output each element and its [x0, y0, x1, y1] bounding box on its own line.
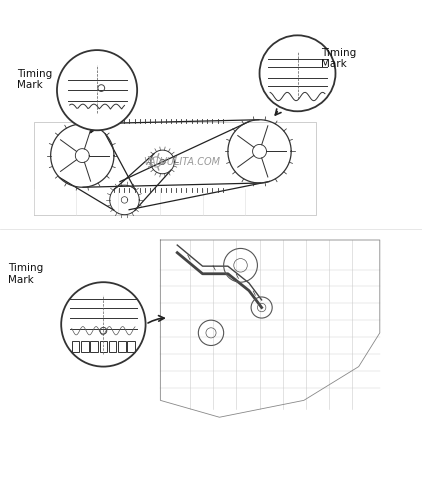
- Circle shape: [57, 50, 137, 130]
- Text: VALVULITA.COM: VALVULITA.COM: [143, 157, 220, 167]
- Text: Timing
Mark: Timing Mark: [8, 263, 44, 285]
- Circle shape: [260, 36, 335, 111]
- Text: Timing
Mark: Timing Mark: [321, 48, 356, 69]
- Circle shape: [61, 282, 146, 367]
- Text: Timing
Mark: Timing Mark: [17, 69, 52, 90]
